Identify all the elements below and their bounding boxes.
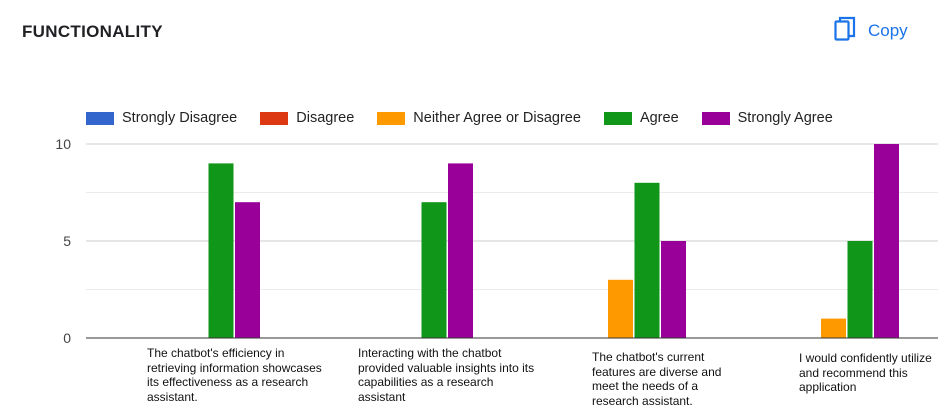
bar [421, 202, 447, 338]
bars [208, 144, 899, 338]
legend-item-disagree: Disagree [260, 110, 354, 126]
y-tick-label: 0 [63, 330, 71, 346]
copy-icon [834, 16, 856, 47]
legend-swatch [603, 111, 632, 125]
bar [634, 182, 660, 338]
y-axis-ticks: 0 5 10 [55, 136, 71, 346]
y-tick-label: 5 [63, 233, 71, 249]
legend-swatch [86, 111, 114, 125]
legend-swatch [260, 111, 289, 125]
bar [874, 144, 899, 338]
bar [821, 318, 846, 338]
legend-swatch [377, 111, 406, 125]
copy-button[interactable]: Copy [834, 16, 908, 46]
legend-label: Neither Agree or Disagree [413, 110, 581, 126]
category-label-2: Interacting with the chatbot provided va… [358, 346, 535, 404]
legend-item-strongly-agree: Strongly Agree [701, 110, 833, 126]
y-tick-label: 10 [55, 136, 71, 152]
category-label-1: The chatbot's efficiency in retrieving i… [147, 346, 322, 404]
legend-item-neither: Neither Agree or Disagree [377, 110, 581, 126]
bar [847, 241, 873, 338]
category-label-3: The chatbot's current features are diver… [592, 350, 722, 408]
legend-item-strongly-disagree: Strongly Disagree [86, 110, 237, 126]
bar [208, 163, 234, 338]
bar [448, 163, 473, 338]
legend-item-agree: Agree [603, 110, 679, 126]
bar [608, 279, 633, 338]
page-title: FUNCTIONALITY [22, 22, 163, 41]
chart-legend: Strongly Disagree Disagree Neither Agree… [86, 110, 856, 126]
legend-label: Strongly Disagree [122, 110, 238, 126]
bar [661, 241, 686, 338]
category-label-4: I would confidently utilize and recommen… [799, 351, 932, 394]
legend-label: Disagree [296, 110, 355, 126]
legend-swatch [701, 111, 730, 125]
legend-label: Strongly Agree [737, 110, 833, 126]
bar [235, 202, 260, 338]
legend-label: Agree [639, 110, 679, 126]
copy-label: Copy [868, 21, 908, 40]
